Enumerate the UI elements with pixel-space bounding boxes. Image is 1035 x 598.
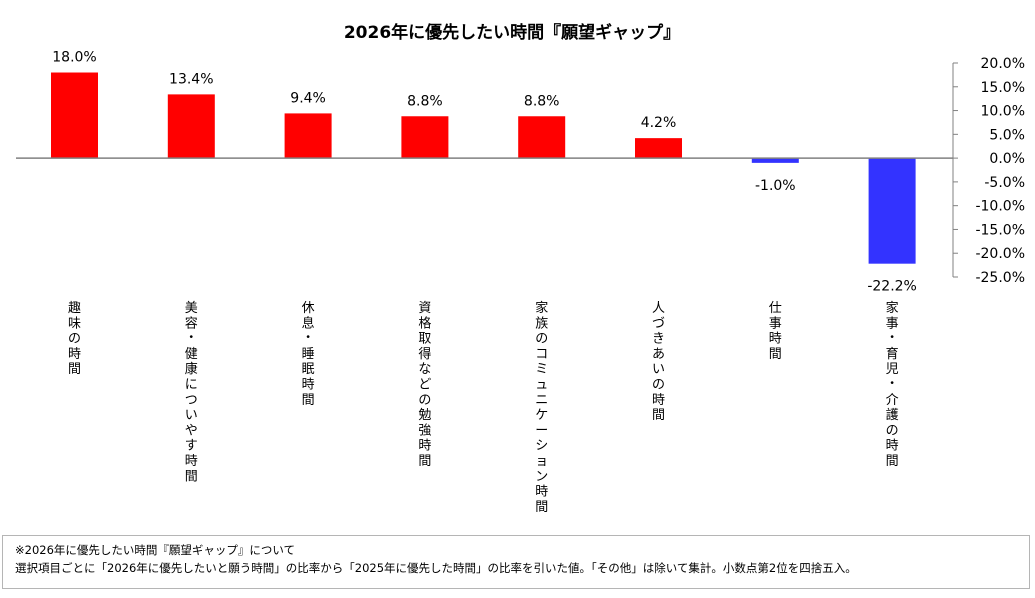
bar <box>401 116 449 159</box>
category-label: 趣味の時間 <box>68 301 81 377</box>
bar <box>868 158 916 264</box>
data-label: 8.8% <box>524 93 560 109</box>
bar <box>284 113 332 159</box>
data-label: 8.8% <box>407 93 443 109</box>
bar <box>51 72 98 159</box>
y-tick-label: 10.0% <box>981 104 1025 120</box>
data-labels-group: 18.0% 13.4% 9.4% 8.8% 8.8% 4.2% -1.0% -22.2% <box>52 50 917 295</box>
y-tick-label: 0.0% <box>989 151 1025 167</box>
y-tick-label: 15.0% <box>981 80 1025 96</box>
bar <box>751 158 799 163</box>
y-tick-label: -25.0% <box>975 270 1025 286</box>
bar <box>518 116 566 159</box>
bars-group <box>51 72 916 264</box>
footnote-description: 選択項目ごとに「2026年に優先したいと願う時間」の比率から「2025年に優先し… <box>15 561 857 575</box>
y-axis: 20.0% 15.0% 10.0% 5.0% 0.0% -5.0% -10.0% -15.0%… <box>16 56 1025 286</box>
data-label: 13.4% <box>169 71 213 87</box>
category-label: 仕事時間 <box>769 301 782 362</box>
data-label: -22.2% <box>867 279 917 295</box>
y-tick-label: -20.0% <box>975 246 1025 262</box>
y-tick-label: 5.0% <box>989 127 1025 143</box>
category-label: 家族のコミュニケーション時間 <box>535 300 548 515</box>
footnote: ※2026年に優先したい時間『願望ギャップ』について 選択項目ごとに「2026年… <box>2 535 1030 589</box>
category-label: 美容・健康についやす時間 <box>185 301 198 484</box>
chart-title: 2026年に優先したい時間『願望ギャップ』 <box>344 22 680 43</box>
y-tick-label: -15.0% <box>975 222 1025 238</box>
bar-chart: 2026年に優先したい時間『願望ギャップ』 18.0% 13.4% 9.4% 8.8%… <box>16 22 1025 515</box>
bar <box>635 138 682 159</box>
category-label: 休息・睡眠時間 <box>302 301 315 408</box>
y-tick-label: -5.0% <box>984 175 1025 191</box>
y-tick-label: 20.0% <box>981 56 1025 72</box>
data-label: 4.2% <box>641 115 677 131</box>
data-label: 18.0% <box>52 50 96 66</box>
data-label: 9.4% <box>290 90 326 106</box>
y-tick-label: -10.0% <box>975 199 1025 215</box>
category-labels-group: 趣味の時間 美容・健康についやす時間 休息・睡眠時間 資格取得などの勉強時間 家族のコミ… <box>68 300 899 515</box>
bar <box>167 94 215 159</box>
data-label: -1.0% <box>755 178 796 194</box>
category-label: 資格取得などの勉強時間 <box>418 301 431 469</box>
footnote-title: ※2026年に優先したい時間『願望ギャップ』について <box>15 543 296 557</box>
category-label: 家事・育児・介護の時間 <box>886 300 899 469</box>
category-label: 人づきあいの時間 <box>652 301 665 423</box>
